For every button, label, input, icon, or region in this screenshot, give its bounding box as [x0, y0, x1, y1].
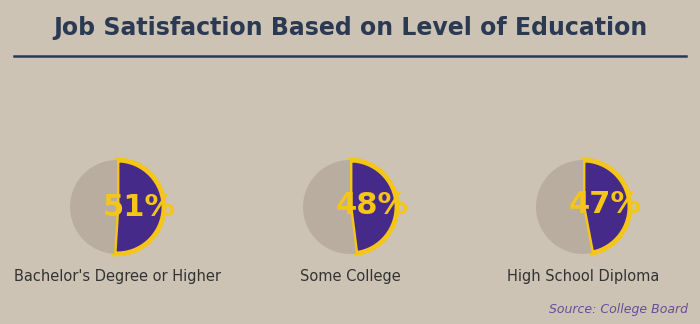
- Wedge shape: [536, 160, 592, 254]
- Text: Job Satisfaction Based on Level of Education: Job Satisfaction Based on Level of Educa…: [53, 16, 647, 40]
- Wedge shape: [303, 160, 356, 254]
- Text: High School Diploma: High School Diploma: [507, 269, 659, 284]
- Wedge shape: [583, 160, 630, 253]
- Text: 47%: 47%: [569, 191, 642, 219]
- Text: 51%: 51%: [103, 193, 176, 222]
- Text: 48%: 48%: [336, 191, 409, 220]
- Wedge shape: [350, 160, 397, 254]
- Text: Bachelor's Degree or Higher: Bachelor's Degree or Higher: [13, 269, 220, 284]
- Wedge shape: [70, 160, 117, 254]
- Text: Source: College Board: Source: College Board: [549, 303, 688, 316]
- Wedge shape: [114, 160, 164, 254]
- Text: Some College: Some College: [300, 269, 400, 284]
